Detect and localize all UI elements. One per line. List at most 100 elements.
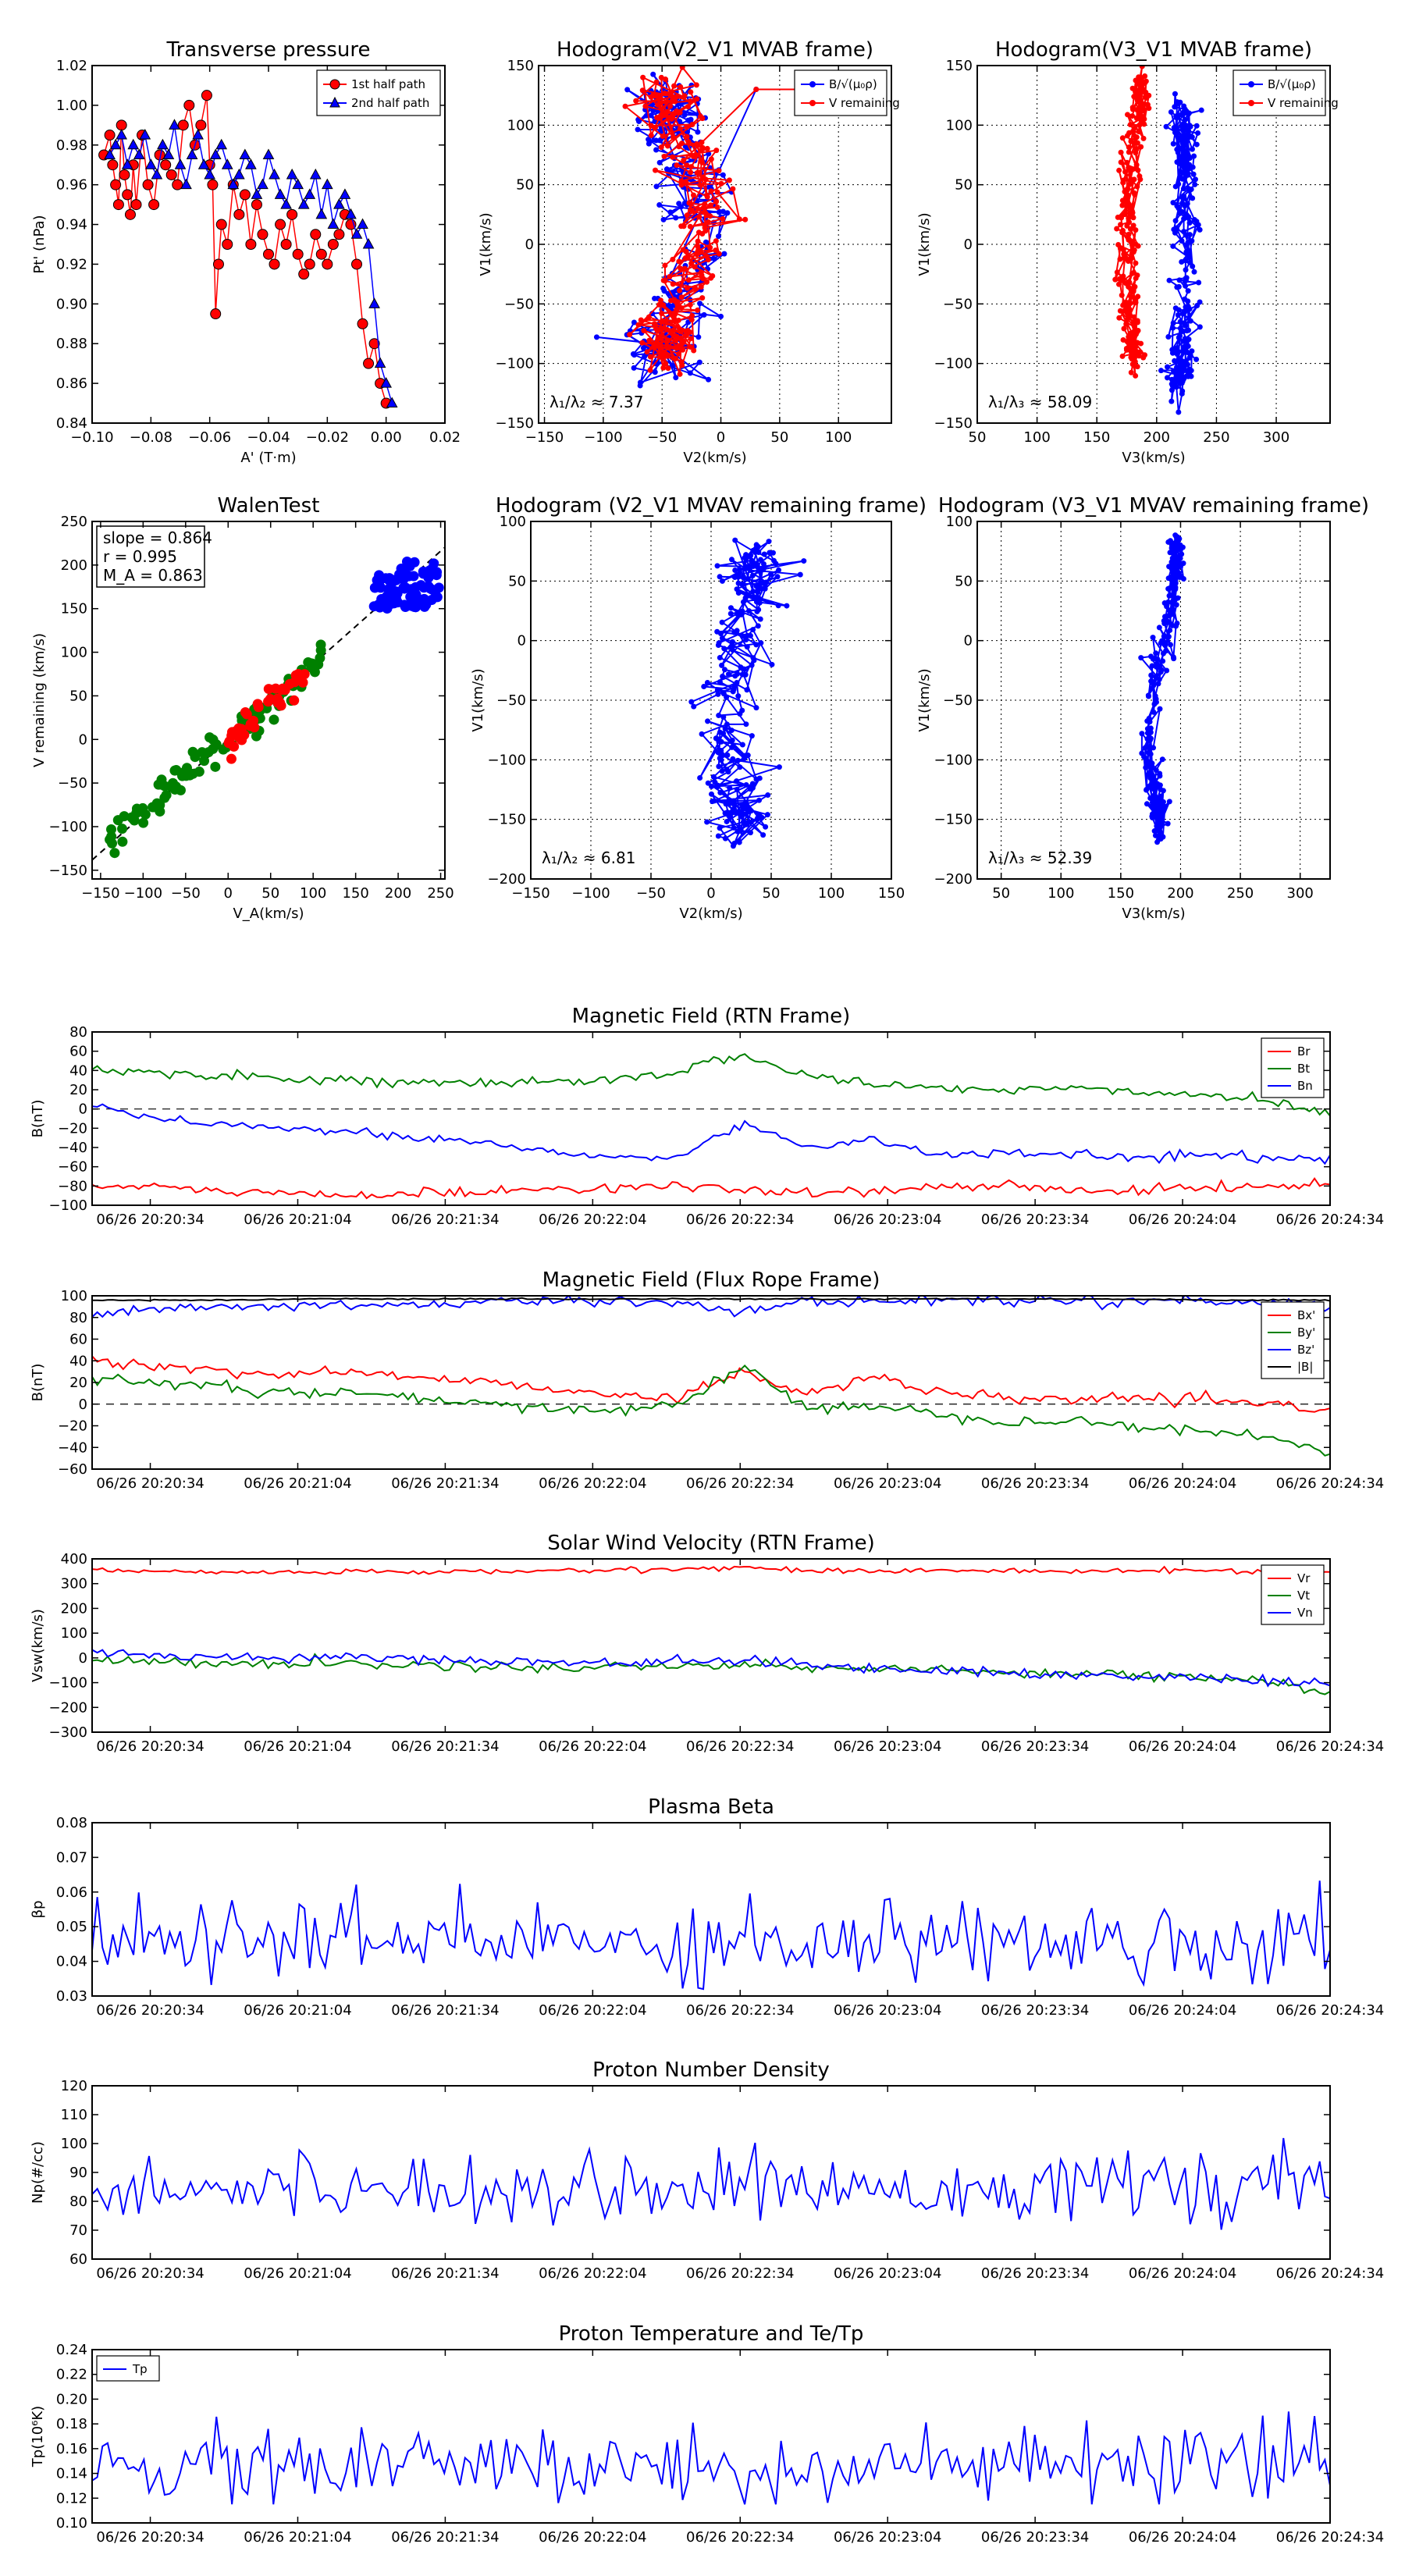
data-point	[277, 683, 288, 694]
data-point	[656, 94, 662, 101]
y-tick-label: −50	[504, 296, 534, 312]
data-point	[1165, 539, 1172, 545]
data-point	[678, 141, 685, 147]
data-point	[1186, 219, 1193, 226]
data-point	[1176, 277, 1183, 283]
data-point	[383, 584, 394, 595]
legend-marker	[809, 100, 816, 106]
plot-area	[92, 1053, 1330, 1200]
data-point	[697, 248, 703, 254]
data-point	[716, 233, 722, 240]
data-point	[648, 132, 654, 138]
data-point	[401, 557, 412, 568]
data-point	[714, 189, 720, 195]
data-point	[1158, 816, 1165, 822]
data-point	[677, 126, 683, 132]
x-tick-label: 200	[1167, 885, 1193, 902]
data-point	[671, 83, 678, 89]
x-tick-label: 100	[300, 885, 326, 902]
data-point	[684, 162, 690, 169]
data-point	[1197, 324, 1203, 330]
data-point	[668, 297, 674, 304]
data-point	[1176, 181, 1182, 187]
data-point	[731, 684, 738, 690]
data-point	[1122, 169, 1129, 175]
data-point	[703, 279, 710, 285]
data-point	[714, 563, 720, 569]
data-point	[1126, 215, 1132, 222]
data-point	[1168, 610, 1175, 617]
data-point	[124, 208, 136, 220]
data-point	[726, 177, 732, 183]
data-point	[1192, 176, 1198, 183]
data-point	[1120, 302, 1126, 308]
data-point	[726, 671, 732, 678]
y-tick-label: 20	[69, 1375, 87, 1391]
data-point	[731, 824, 737, 831]
data-point	[1168, 543, 1175, 549]
data-point	[767, 571, 774, 578]
data-point	[1152, 832, 1158, 838]
time-tick-label: 06/26 20:23:04	[834, 2265, 941, 2282]
data-point	[699, 731, 705, 737]
data-point	[702, 201, 708, 207]
data-point	[719, 578, 725, 584]
data-point	[745, 592, 751, 599]
data-point	[753, 87, 759, 93]
data-point	[1169, 606, 1176, 612]
y-tick-label: −50	[58, 775, 87, 792]
data-point	[418, 582, 429, 593]
data-point	[1187, 352, 1193, 358]
data-point	[660, 365, 667, 371]
y-tick-label: 100	[500, 514, 526, 530]
data-point	[647, 354, 653, 360]
data-point	[734, 786, 740, 792]
data-point	[1165, 364, 1171, 370]
data-point	[1128, 354, 1134, 361]
x-tick-label: 0	[706, 885, 715, 902]
data-point	[720, 172, 726, 178]
data-point	[177, 119, 189, 131]
data-point	[689, 208, 695, 214]
data-point	[245, 158, 257, 169]
data-point	[1187, 123, 1193, 130]
data-point	[1134, 364, 1140, 370]
data-point	[1168, 398, 1175, 404]
data-point	[1162, 642, 1168, 648]
y-axis-label: βp	[30, 1901, 46, 1919]
time-tick-label: 06/26 20:21:34	[391, 2265, 499, 2282]
y-tick-label: 0.18	[56, 2416, 87, 2432]
data-point	[737, 828, 743, 834]
data-point	[1178, 112, 1184, 118]
data-point	[714, 628, 720, 635]
data-point	[1158, 368, 1165, 374]
data-point	[758, 640, 764, 646]
data-point	[1158, 793, 1164, 799]
legend-label: 2nd half path	[351, 96, 429, 110]
x-axis-label: V_A(km/s)	[233, 906, 304, 922]
data-point	[797, 571, 803, 578]
data-point	[1127, 294, 1133, 300]
data-point	[633, 98, 639, 104]
data-point	[1198, 107, 1204, 113]
legend-label: B/√(μ₀ρ)	[829, 77, 877, 91]
data-point	[1133, 134, 1140, 141]
time-tick-label: 06/26 20:21:04	[244, 1212, 351, 1228]
data-point	[1181, 140, 1187, 146]
x-tick-label: 300	[1263, 429, 1289, 446]
data-point	[673, 215, 679, 221]
series-line-1	[690, 538, 804, 848]
data-point	[204, 168, 216, 180]
data-point	[1133, 275, 1139, 281]
legend-label: Vr	[1297, 1571, 1311, 1585]
legend-label: Bt	[1297, 1062, 1310, 1076]
data-point	[144, 158, 157, 169]
data-point	[257, 178, 269, 190]
x-axis-label: V3(km/s)	[1122, 450, 1185, 466]
data-point	[350, 228, 363, 239]
y-tick-label: 300	[61, 1576, 87, 1592]
data-point	[309, 667, 320, 678]
data-point	[1150, 656, 1156, 662]
data-point	[212, 258, 224, 270]
data-point	[761, 551, 767, 557]
